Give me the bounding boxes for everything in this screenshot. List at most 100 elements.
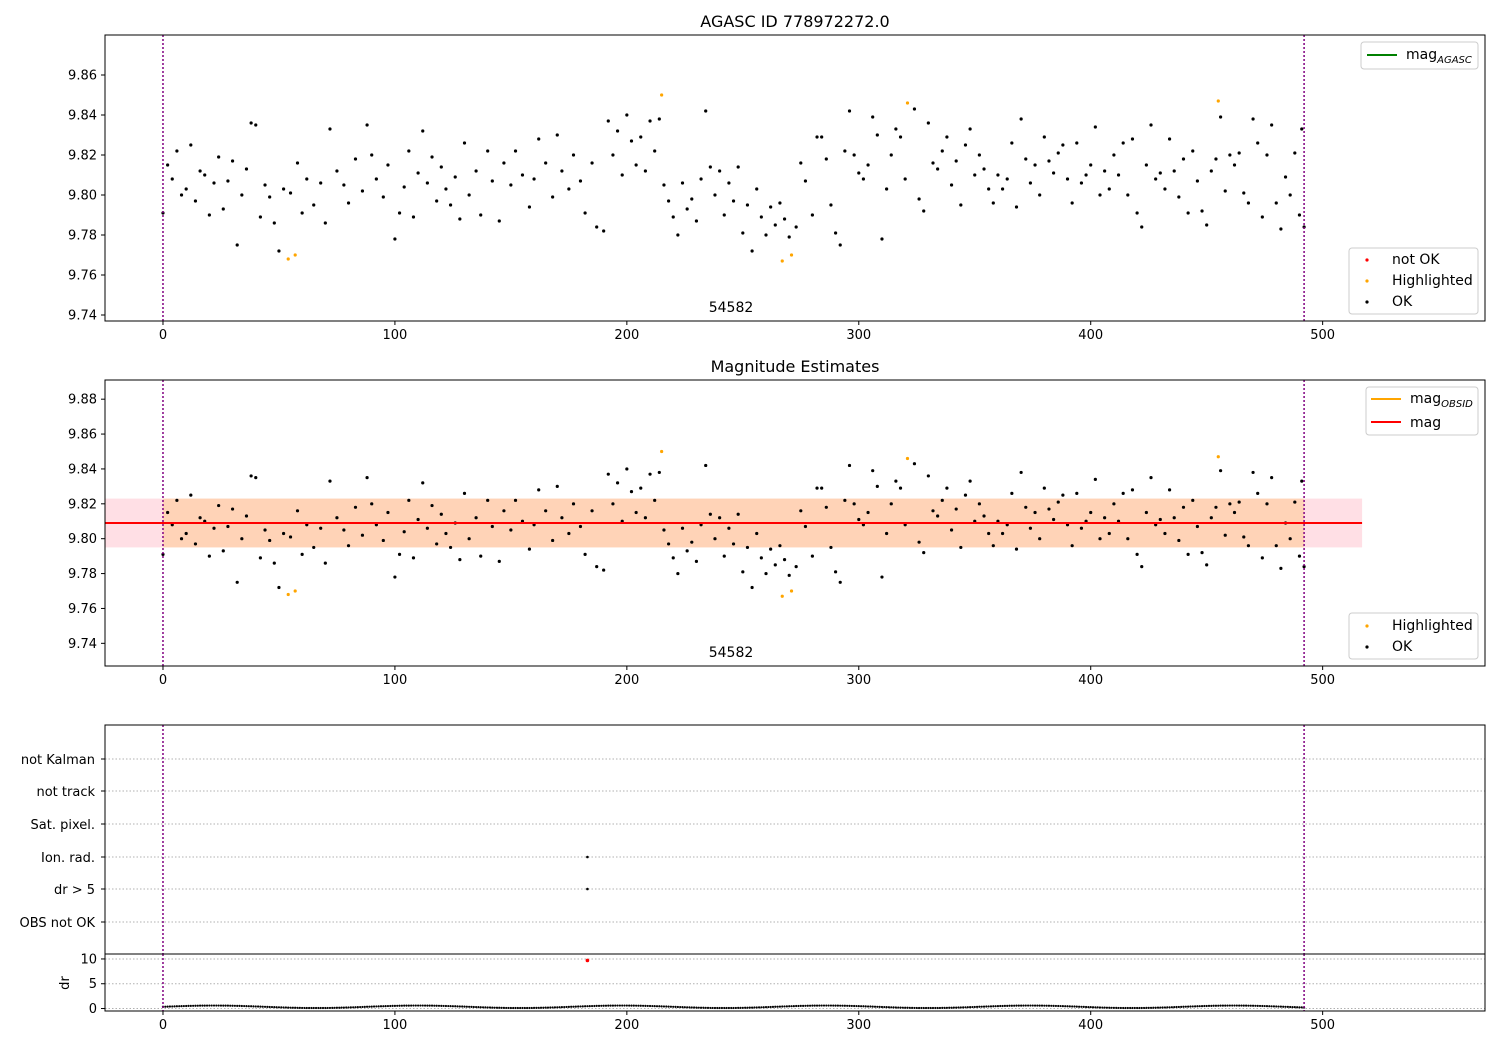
data-point — [193, 542, 198, 546]
dr-point — [1261, 1004, 1264, 1008]
data-point — [615, 481, 620, 485]
dr-point — [632, 1004, 635, 1007]
dr-point — [1071, 1005, 1074, 1008]
dr-point — [1024, 1004, 1027, 1007]
dr-point — [1038, 1004, 1041, 1007]
dr-point — [1228, 1004, 1231, 1007]
data-point — [1140, 225, 1144, 229]
dr-point — [365, 1005, 369, 1008]
data-point — [991, 201, 995, 205]
data-point — [959, 545, 963, 550]
dr-point — [1247, 1004, 1250, 1007]
data-point — [1200, 551, 1204, 555]
dr-point — [924, 1006, 928, 1010]
y-tick-label: 9.78 — [68, 229, 97, 244]
data-point — [444, 531, 448, 536]
dr-point — [1054, 1004, 1058, 1008]
dr-point — [880, 1005, 884, 1009]
dr-point — [328, 1006, 332, 1010]
dr-point — [1263, 1004, 1266, 1008]
dr-point — [1180, 1005, 1183, 1008]
dr-point — [403, 1004, 406, 1007]
dr-point — [999, 1004, 1002, 1008]
dr-point — [382, 1005, 385, 1008]
data-point — [1098, 537, 1102, 541]
data-point — [1089, 163, 1093, 167]
dr-point — [820, 1004, 823, 1007]
dr-point — [737, 1006, 740, 1010]
dr-point — [952, 1006, 955, 1009]
data-point — [1246, 544, 1251, 548]
dr-point — [1210, 1004, 1213, 1007]
dr-point — [639, 1004, 642, 1007]
data-point — [1191, 498, 1195, 502]
data-point — [370, 153, 374, 157]
data-point — [1297, 554, 1302, 558]
data-point — [1070, 544, 1074, 548]
dr-point — [1133, 1006, 1136, 1010]
data-point — [430, 503, 434, 508]
data-point — [184, 187, 188, 191]
data-point — [263, 183, 267, 187]
data-point — [1144, 163, 1148, 167]
dr-point — [584, 1005, 587, 1008]
dr-point — [500, 1006, 503, 1009]
data-point — [458, 558, 462, 562]
data-point — [1237, 500, 1241, 504]
y-tick-label: 9.76 — [68, 602, 97, 617]
dr-point — [256, 1005, 260, 1008]
data-point — [312, 545, 316, 550]
dr-point — [623, 1004, 626, 1007]
dr-point — [860, 1005, 863, 1008]
data-point — [254, 123, 258, 127]
dr-point — [876, 1005, 879, 1008]
data-point — [1218, 469, 1223, 473]
data-point — [1265, 502, 1269, 506]
dr-point — [929, 1006, 932, 1010]
data-point — [1033, 163, 1037, 167]
data-point — [365, 476, 369, 480]
dr-point — [941, 1006, 944, 1010]
data-point — [731, 199, 736, 203]
dr-point — [491, 1006, 494, 1009]
dr-point — [806, 1004, 809, 1007]
data-point — [625, 113, 629, 117]
data-point — [1149, 123, 1153, 127]
data-point — [750, 249, 754, 253]
data-point — [1260, 556, 1264, 560]
data-point — [718, 516, 722, 520]
x-tick-label: 400 — [1078, 1018, 1103, 1033]
data-point — [708, 512, 712, 516]
data-point — [212, 526, 216, 530]
y-tick-label: 10 — [80, 952, 97, 967]
data-point — [161, 552, 165, 556]
data-point — [230, 159, 235, 163]
data-point — [235, 243, 239, 247]
data-point — [1056, 500, 1060, 504]
data-point — [843, 149, 847, 153]
data-point — [1279, 566, 1283, 570]
dr-point — [730, 1006, 733, 1010]
data-point — [175, 498, 179, 502]
data-point — [312, 203, 316, 207]
dr-point — [846, 1004, 849, 1007]
data-point — [293, 253, 297, 257]
data-point — [509, 528, 513, 532]
dr-point — [945, 1006, 949, 1009]
dr-point — [1286, 1005, 1289, 1008]
dr-point — [1277, 1005, 1280, 1008]
data-point — [513, 149, 518, 153]
dr-point — [693, 1006, 696, 1009]
dr-point — [964, 1006, 967, 1009]
dr-point — [1008, 1004, 1011, 1007]
dr-point — [683, 1006, 686, 1009]
data-point — [755, 531, 759, 536]
dr-point — [866, 1005, 870, 1008]
dr-point — [505, 1006, 508, 1010]
y-tick-label: 9.82 — [68, 497, 97, 512]
dr-point — [488, 1006, 492, 1009]
data-point — [857, 517, 861, 522]
data-point — [871, 115, 875, 119]
data-point — [286, 257, 290, 261]
dr-point — [1089, 1006, 1092, 1009]
